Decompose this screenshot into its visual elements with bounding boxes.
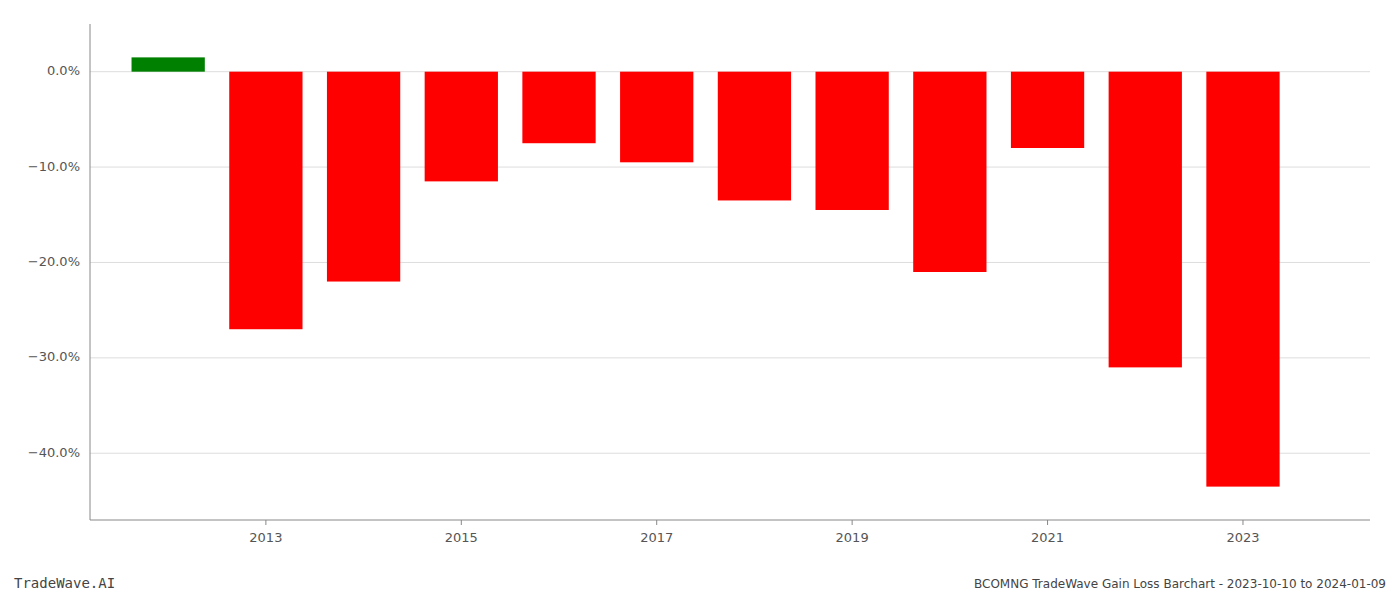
x-tick-labels: 2013 2015 2017 2019 2021 2023 (249, 520, 1259, 545)
x-tick-label: 2019 (836, 530, 869, 545)
x-tick-label: 2015 (445, 530, 478, 545)
x-tick (1047, 520, 1048, 525)
bar (229, 72, 302, 330)
y-tick-label: −20.0% (28, 254, 80, 269)
bar (1109, 72, 1182, 368)
x-tick-label: 2017 (640, 530, 673, 545)
y-grid-line (90, 453, 1370, 454)
x-tick (656, 520, 657, 525)
x-tick (461, 520, 462, 525)
bar (620, 72, 693, 163)
y-axis-line (90, 24, 91, 520)
y-tick-label: −10.0% (28, 159, 80, 174)
bar (132, 57, 205, 71)
y-tick-labels: 0.0% −10.0% −20.0% −30.0% −40.0% (28, 63, 80, 460)
bar (327, 72, 400, 282)
grid (90, 72, 1370, 454)
x-tick (1242, 520, 1243, 525)
annotations: TradeWave.AI BCOMNG TradeWave Gain Loss B… (14, 575, 1386, 591)
x-tick-label: 2023 (1226, 530, 1259, 545)
y-tick-label: −30.0% (28, 349, 80, 364)
bar (1011, 72, 1084, 148)
bar (913, 72, 986, 272)
y-tick-label: 0.0% (47, 63, 80, 78)
bars (132, 57, 1280, 486)
x-axis-line (90, 520, 1370, 521)
bar (815, 72, 888, 210)
x-tick (852, 520, 853, 525)
axes (90, 24, 1370, 520)
x-tick (265, 520, 266, 525)
x-tick-label: 2013 (249, 530, 282, 545)
bar (425, 72, 498, 182)
x-tick-label: 2021 (1031, 530, 1064, 545)
chart-container: 0.0% −10.0% −20.0% −30.0% −40.0% 2013 2015 2017… (0, 0, 1400, 600)
y-tick-label: −40.0% (28, 445, 80, 460)
chart-svg: 0.0% −10.0% −20.0% −30.0% −40.0% 2013 2015 2017… (0, 0, 1400, 600)
bar (1206, 72, 1279, 487)
bar (718, 72, 791, 201)
bar (522, 72, 595, 144)
annotation-left: TradeWave.AI (14, 575, 115, 591)
annotation-right: BCOMNG TradeWave Gain Loss Barchart - 20… (974, 577, 1386, 591)
